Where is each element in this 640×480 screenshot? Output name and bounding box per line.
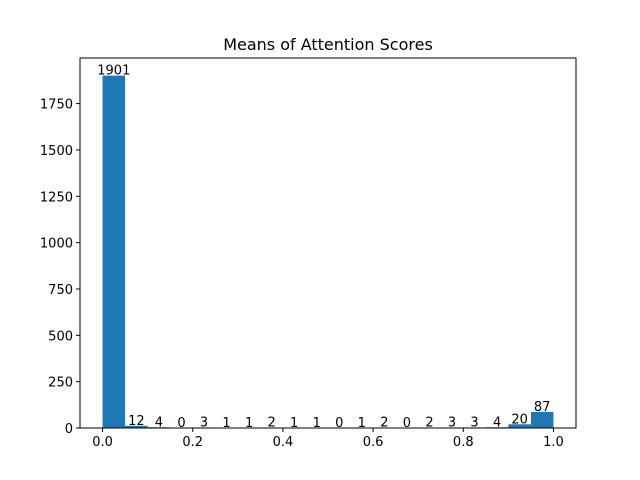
bar-value-label: 2 bbox=[380, 416, 388, 431]
y-tick-label: 1250 bbox=[40, 190, 73, 205]
x-tick-label: 0.0 bbox=[92, 435, 113, 450]
bar-value-label: 1 bbox=[313, 416, 321, 431]
y-tick-label: 1000 bbox=[40, 237, 73, 252]
bar-value-label: 3 bbox=[470, 415, 478, 430]
y-axis: 0 250 500 750 1000 1250 1500 1750 bbox=[40, 98, 80, 437]
bar-value-label: 1 bbox=[222, 416, 230, 431]
histogram-bar bbox=[125, 425, 148, 428]
histogram-bar bbox=[508, 424, 531, 428]
bar-value-label: 0 bbox=[335, 416, 343, 431]
x-tick-label: 1.0 bbox=[543, 435, 564, 450]
bar-value-label: 0 bbox=[177, 416, 185, 431]
chart-title: Means of Attention Scores bbox=[223, 35, 433, 54]
x-tick-label: 0.2 bbox=[182, 435, 203, 450]
bar-value-label: 3 bbox=[200, 415, 208, 430]
bar-value-label: 0 bbox=[403, 416, 411, 431]
x-tick-label: 0.6 bbox=[363, 435, 384, 450]
x-tick-label: 0.4 bbox=[273, 435, 294, 450]
bar-value-label: 3 bbox=[448, 415, 456, 430]
bar-value-label: 4 bbox=[155, 415, 163, 430]
y-tick-label: 1750 bbox=[40, 98, 73, 113]
y-tick-label: 250 bbox=[48, 376, 73, 391]
bar-value-label: 2 bbox=[425, 416, 433, 431]
bar-value-label: 20 bbox=[511, 412, 528, 427]
bar-value-label: 12 bbox=[128, 414, 145, 429]
bar-value-label: 4 bbox=[493, 415, 501, 430]
y-tick-label: 1500 bbox=[40, 144, 73, 159]
bar-value-label: 1901 bbox=[97, 64, 130, 79]
x-axis: 0.0 0.2 0.4 0.6 0.8 1.0 bbox=[92, 428, 564, 450]
bar-value-label: 2 bbox=[267, 416, 275, 431]
bar-value-label: 87 bbox=[534, 400, 551, 415]
bar-value-label: 1 bbox=[290, 416, 298, 431]
histogram-bar bbox=[530, 411, 554, 428]
histogram-bar bbox=[102, 75, 126, 428]
bar-value-label: 1 bbox=[358, 416, 366, 431]
bar-value-label: 1 bbox=[245, 416, 253, 431]
plot-frame bbox=[79, 57, 577, 429]
y-tick-label: 750 bbox=[48, 283, 73, 298]
x-tick-label: 0.8 bbox=[453, 435, 474, 450]
y-tick-label: 0 bbox=[65, 422, 73, 437]
y-tick-label: 500 bbox=[48, 329, 73, 344]
